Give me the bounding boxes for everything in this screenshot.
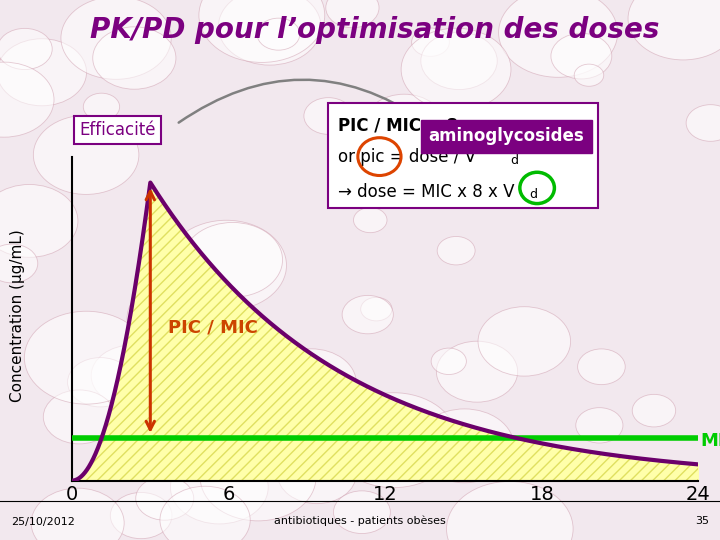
Circle shape <box>24 311 148 404</box>
Circle shape <box>183 222 282 297</box>
Circle shape <box>61 0 171 79</box>
Circle shape <box>171 450 269 524</box>
Circle shape <box>628 0 720 60</box>
Text: d: d <box>510 154 518 167</box>
Circle shape <box>551 33 612 79</box>
Circle shape <box>632 394 675 427</box>
Circle shape <box>507 110 543 137</box>
Circle shape <box>415 409 514 483</box>
Text: 25/10/2012: 25/10/2012 <box>11 516 75 526</box>
Circle shape <box>136 477 194 520</box>
Circle shape <box>577 349 625 384</box>
Circle shape <box>412 28 449 56</box>
Circle shape <box>31 488 124 540</box>
Circle shape <box>0 39 86 106</box>
Circle shape <box>333 491 390 534</box>
Circle shape <box>277 444 356 504</box>
Circle shape <box>127 279 232 358</box>
Circle shape <box>160 486 251 540</box>
Circle shape <box>437 237 475 265</box>
Circle shape <box>421 32 498 90</box>
Circle shape <box>409 439 454 472</box>
Circle shape <box>152 249 211 294</box>
Text: PIC / MIC: PIC / MIC <box>168 318 258 336</box>
Circle shape <box>0 62 54 137</box>
Text: Efficacité: Efficacité <box>79 121 156 139</box>
Circle shape <box>200 434 316 521</box>
Text: 35: 35 <box>696 516 709 526</box>
Circle shape <box>215 357 299 420</box>
Circle shape <box>166 220 287 310</box>
Text: or pic = dose / V: or pic = dose / V <box>338 148 477 166</box>
Circle shape <box>420 435 455 461</box>
Circle shape <box>326 0 379 28</box>
Circle shape <box>218 0 321 65</box>
Circle shape <box>43 390 115 444</box>
Circle shape <box>575 64 604 86</box>
Circle shape <box>224 352 336 436</box>
Text: Concentration (µg/mL): Concentration (µg/mL) <box>11 230 25 402</box>
Circle shape <box>266 349 356 417</box>
Circle shape <box>478 307 570 376</box>
Circle shape <box>458 109 510 148</box>
Text: PK/PD pour l’optimisation des doses: PK/PD pour l’optimisation des doses <box>90 16 659 44</box>
Circle shape <box>199 0 325 63</box>
Circle shape <box>0 244 37 283</box>
Circle shape <box>436 341 518 402</box>
Text: PIC / MIC = 8: PIC / MIC = 8 <box>338 116 458 134</box>
Circle shape <box>0 185 78 258</box>
Circle shape <box>686 105 720 141</box>
Text: d: d <box>529 188 537 201</box>
Text: → dose = MIC x 8 x V: → dose = MIC x 8 x V <box>338 183 515 200</box>
Circle shape <box>576 408 623 443</box>
Circle shape <box>304 98 353 134</box>
Circle shape <box>342 295 393 334</box>
Circle shape <box>173 326 275 403</box>
Text: antibiotiques - patients obèses: antibiotiques - patients obèses <box>274 516 446 526</box>
Circle shape <box>91 345 173 406</box>
Text: aminoglycosides: aminoglycosides <box>428 127 584 145</box>
Circle shape <box>498 0 618 77</box>
Circle shape <box>330 393 457 488</box>
Circle shape <box>33 116 139 194</box>
Circle shape <box>0 29 53 70</box>
Circle shape <box>365 94 444 153</box>
Circle shape <box>93 27 176 89</box>
Circle shape <box>401 28 511 111</box>
Circle shape <box>361 298 392 321</box>
Circle shape <box>354 207 387 233</box>
Circle shape <box>110 492 172 539</box>
Circle shape <box>257 18 300 50</box>
Circle shape <box>84 93 120 120</box>
Circle shape <box>68 357 133 407</box>
Text: MIC: MIC <box>701 431 720 449</box>
Circle shape <box>431 348 467 375</box>
Circle shape <box>446 482 573 540</box>
